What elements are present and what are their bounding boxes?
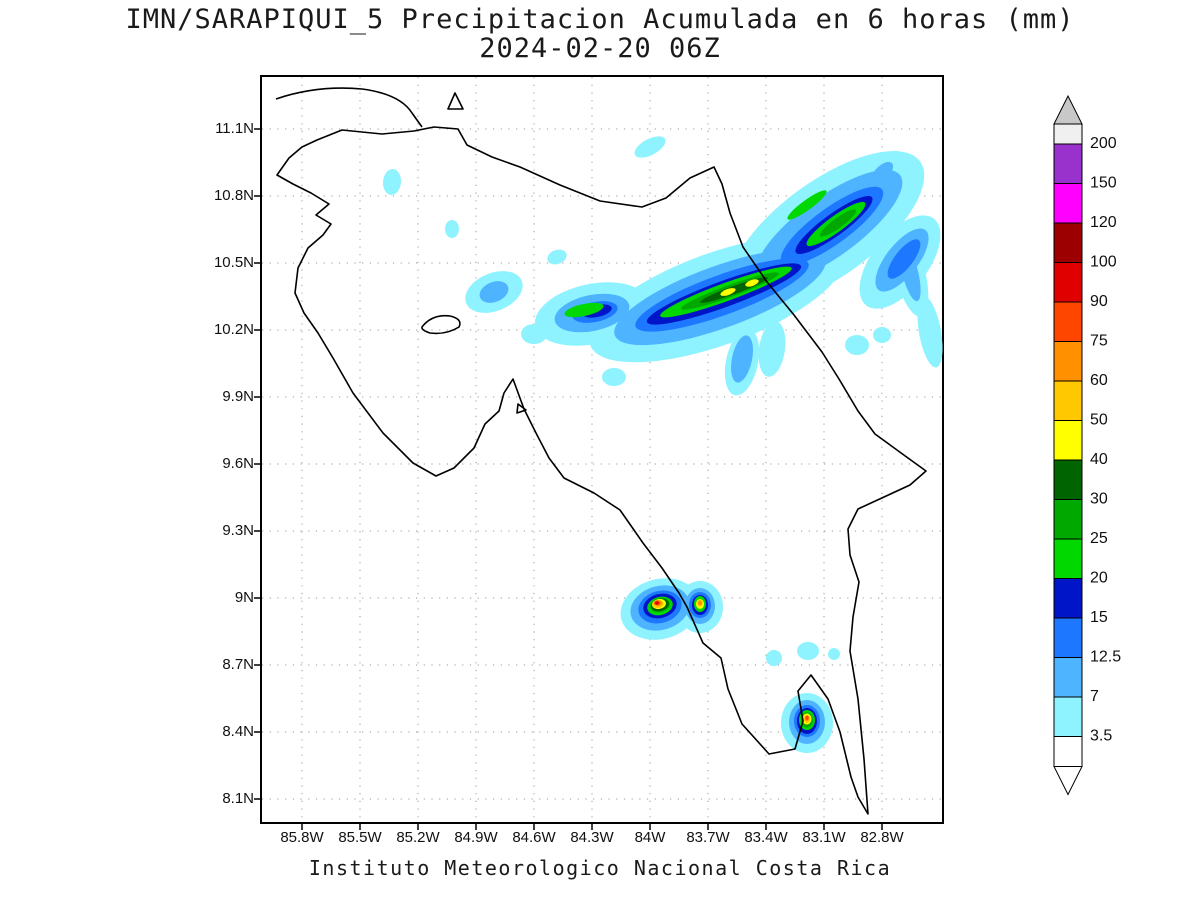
colorbar-label: 3.5 [1090, 728, 1112, 745]
colorbar-segment [1053, 617, 1083, 658]
precip-contour-3.5 [797, 642, 819, 660]
map-plot: 11.1N 10.8N 10.5N 10.2N 9.9N 9.6N 9.3N 9N 8.7N 8.… [214, 75, 944, 846]
precip-contour-25 [819, 209, 857, 237]
colorbar-segment [1053, 578, 1083, 619]
colorbar-label: 50 [1090, 412, 1108, 429]
y-tick-label: 10.2N [213, 321, 254, 338]
colorbar-segment [1053, 301, 1083, 342]
precipitation-layer [382, 136, 943, 753]
y-tick-label: 9.9N [222, 388, 254, 405]
colorbar-segment [1053, 499, 1083, 540]
colorbar-segment [1053, 538, 1083, 579]
colorbar-label: 200 [1090, 135, 1117, 152]
x-tick-label: 83.7W [686, 829, 730, 846]
colorbar-label: 15 [1090, 609, 1108, 626]
precip-contour-3.5 [917, 296, 943, 368]
precip-contour-7 [479, 281, 509, 303]
precip-contour-3.5 [634, 136, 666, 158]
x-tick-label: 83.4W [744, 829, 788, 846]
y-tick-label: 10.5N [213, 254, 254, 271]
lake-nicaragua-shore [275, 87, 423, 128]
caption: Instituto Meteorologico Nacional Costa R… [308, 856, 892, 880]
lake-island-triangle [447, 92, 464, 110]
colorbar-bottom-arrow [1053, 766, 1083, 796]
x-tick-label: 84.3W [570, 829, 614, 846]
colorbar-label: 120 [1090, 214, 1117, 231]
precip-contour-7 [870, 161, 894, 185]
y-tick-label: 9.6N [222, 455, 254, 472]
precip-contour-3.5 [845, 335, 869, 355]
y-tick-label: 8.1N [222, 790, 254, 807]
colorbar-segment [1053, 696, 1083, 737]
precip-contour-3.5 [445, 220, 459, 238]
colorbar-label: 60 [1090, 372, 1108, 389]
precip-contour-90 [655, 601, 659, 605]
precip-contour-12.5 [887, 239, 921, 279]
precip-contour-75 [805, 716, 809, 720]
coastline-layer [275, 87, 927, 815]
y-tick-label: 8.7N [222, 656, 254, 673]
colorbar-segment [1053, 143, 1083, 184]
precip-contour-40 [745, 279, 759, 287]
lake-arenal [421, 314, 461, 335]
colorbar-label: 40 [1090, 451, 1108, 468]
y-tick-label: 10.8N [213, 187, 254, 204]
y-tick-label: 9.3N [222, 522, 254, 539]
precip-contour-20 [564, 302, 604, 318]
precip-contour-3.5 [521, 324, 547, 344]
x-tick-label: 84.9W [454, 829, 498, 846]
colorbar-segment [1053, 262, 1083, 303]
colorbar-label: 150 [1090, 175, 1117, 192]
y-tick-label: 8.4N [222, 723, 254, 740]
colorbar-label: 12.5 [1090, 649, 1121, 666]
x-tick-label: 85.2W [396, 829, 440, 846]
colorbar-segment [1053, 123, 1083, 145]
precip-contour-3.5 [602, 368, 626, 386]
colorbar-top-arrow [1053, 94, 1083, 125]
x-tick-label: 82.8W [860, 829, 904, 846]
precip-contour-20 [787, 190, 827, 220]
x-tick-label: 83.1W [802, 829, 846, 846]
chart-subtitle: 2024-02-20 06Z [479, 33, 721, 64]
colorbar-label: 90 [1090, 293, 1108, 310]
colorbar-label: 20 [1090, 570, 1108, 587]
costa-rica-outline [276, 126, 927, 815]
colorbar-segment [1053, 420, 1083, 461]
map-svg [254, 77, 943, 830]
colorbar-segment [1053, 380, 1083, 421]
precip-contour-3.5 [758, 321, 786, 377]
colorbar-segment [1053, 459, 1083, 500]
colorbar-segment [1053, 341, 1083, 382]
precip-contour-60 [698, 600, 702, 606]
chart-title: IMN/SARAPIQUI_5 Precipitacion Acumulada … [125, 4, 1075, 35]
chira-island [516, 403, 527, 414]
y-tick-label: 9N [234, 589, 254, 606]
colorbar-label: 7 [1090, 688, 1099, 705]
colorbar-label: 25 [1090, 530, 1108, 547]
colorbar-label: 30 [1090, 491, 1108, 508]
colorbar-segment [1053, 657, 1083, 698]
colorbar-segment [1053, 736, 1083, 767]
precip-contour-3.5 [382, 169, 402, 195]
colorbar-label: 75 [1090, 333, 1108, 350]
precip-contour-3.5 [828, 648, 840, 660]
x-tick-label: 84.6W [512, 829, 556, 846]
colorbar-label: 100 [1090, 254, 1117, 271]
precip-contour-40 [720, 288, 736, 296]
precip-contour-3.5 [873, 327, 891, 343]
precip-contour-3.5 [547, 249, 567, 265]
x-tick-label: 85.5W [338, 829, 382, 846]
x-tick-label: 84W [634, 829, 666, 846]
tick-marks [254, 128, 883, 830]
precip-contour-3.5 [766, 650, 782, 666]
colorbar: 200 150 120 100 90 75 60 50 40 30 25 20 15 12.5 7 3.5 [1053, 94, 1121, 796]
colorbar-segment [1053, 222, 1083, 263]
x-tick-label: 85.8W [280, 829, 324, 846]
y-tick-label: 11.1N [215, 120, 254, 137]
colorbar-segment [1053, 183, 1083, 224]
precip-contour-7 [731, 335, 753, 383]
